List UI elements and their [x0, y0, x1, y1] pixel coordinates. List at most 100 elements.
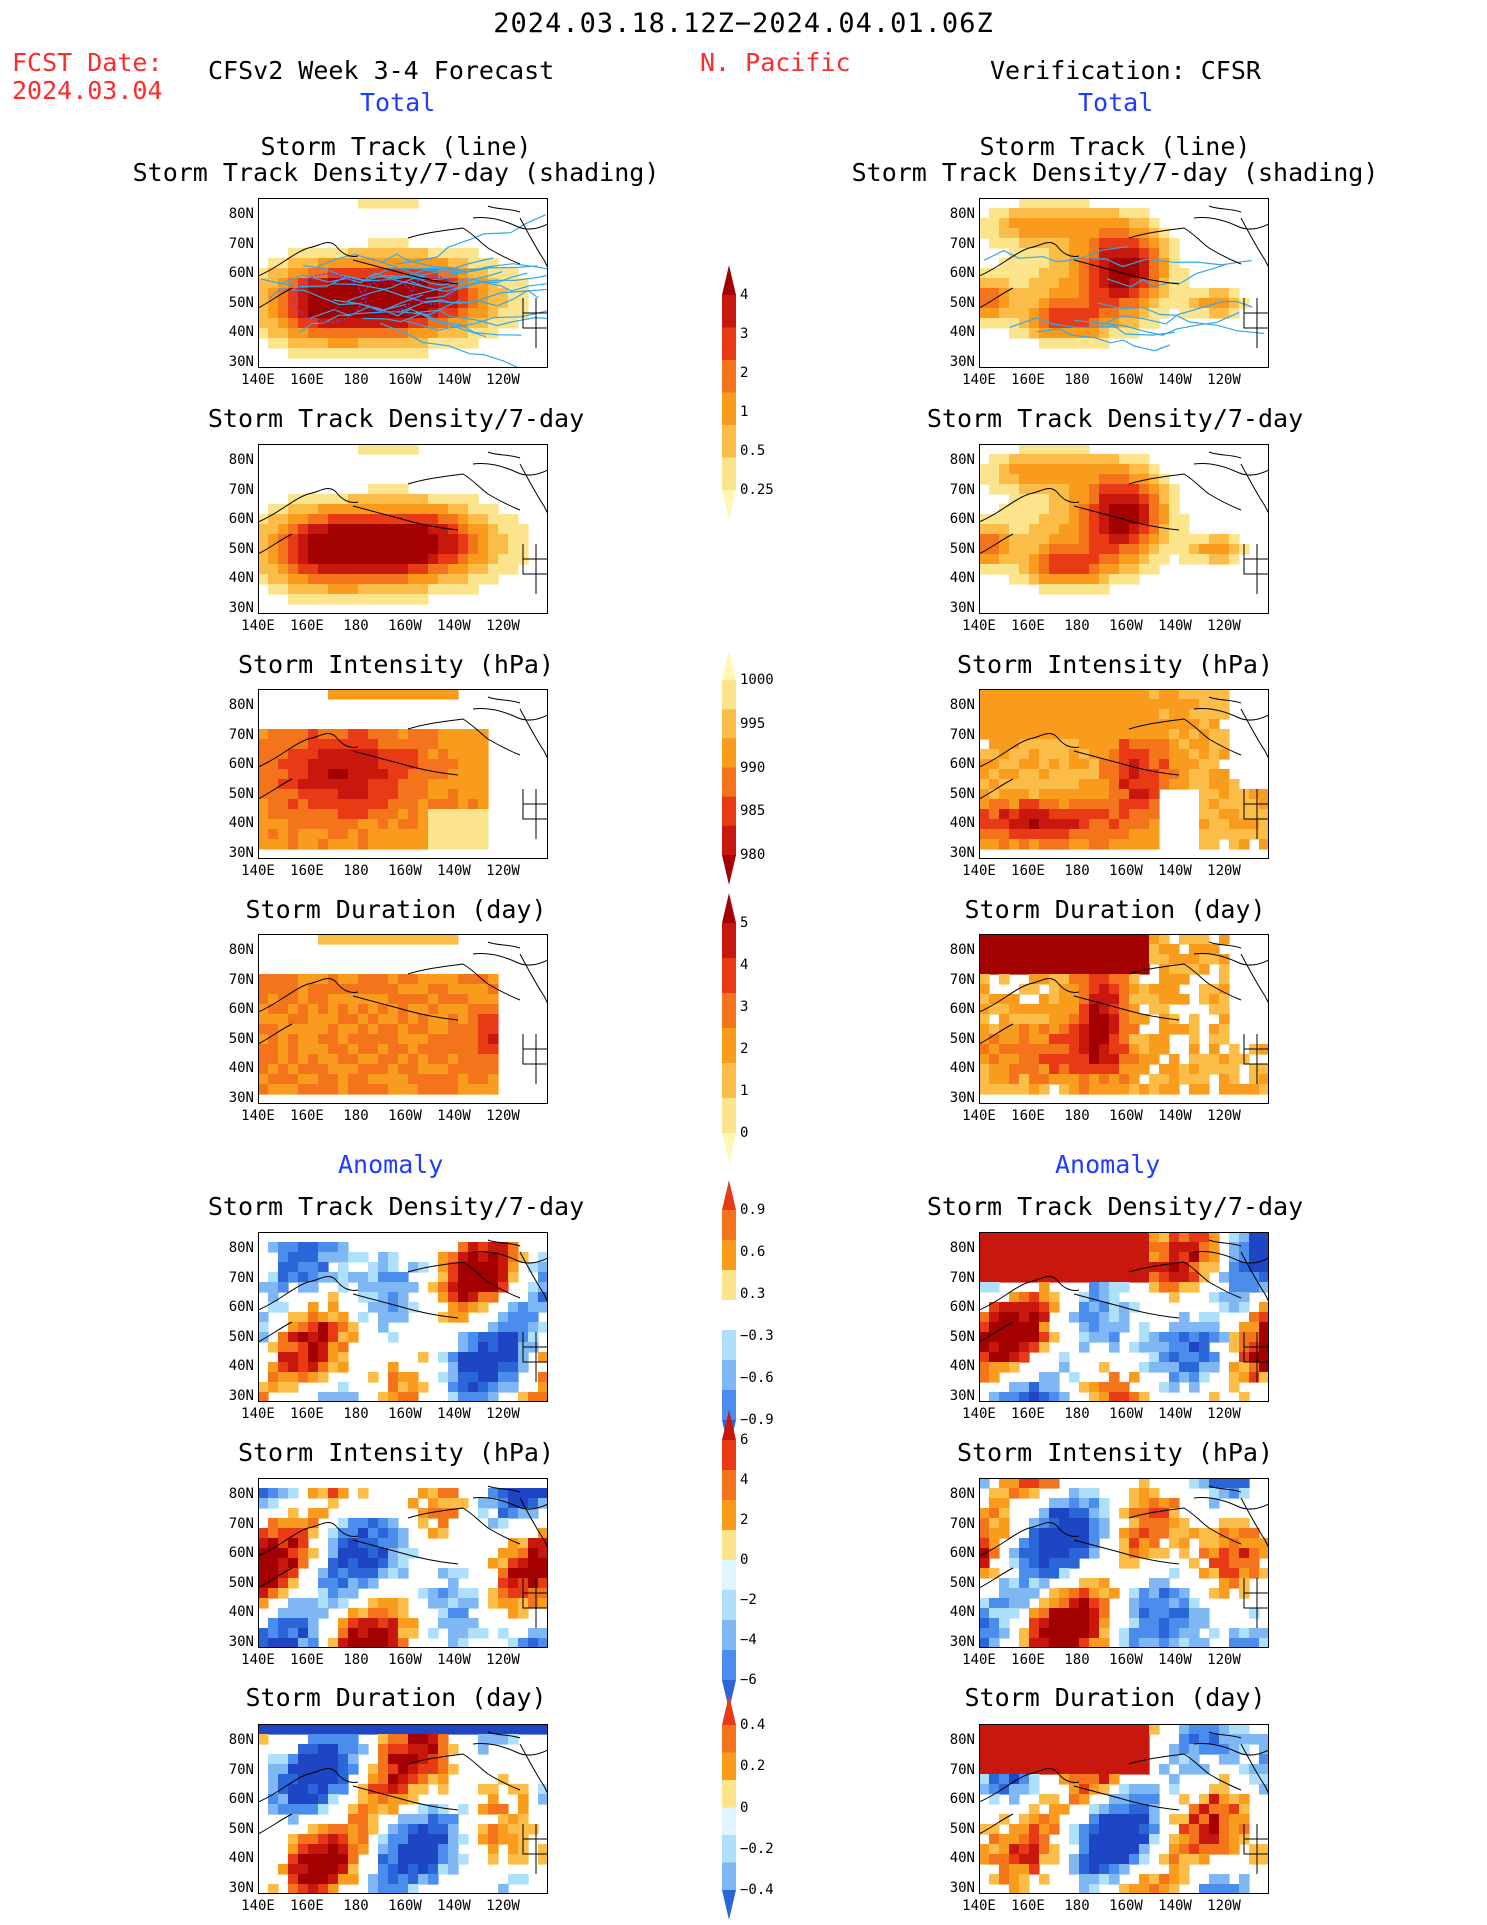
field-cell — [388, 584, 399, 595]
field-cell — [258, 1392, 269, 1402]
field-cell — [1029, 1518, 1040, 1529]
field-cell — [1049, 934, 1060, 945]
field-cell — [1169, 689, 1180, 700]
field-cell — [418, 1084, 429, 1095]
field-cell — [378, 829, 389, 840]
field-cell — [1019, 1262, 1030, 1273]
field-cell — [1159, 719, 1170, 730]
field-cell — [1119, 1804, 1130, 1815]
field-cell — [1249, 1774, 1260, 1785]
field-cell — [268, 534, 279, 545]
field-cell — [1059, 709, 1070, 720]
field-cell — [1129, 1814, 1140, 1825]
field-cell — [1029, 1804, 1040, 1815]
colorbar-segment — [722, 1835, 736, 1863]
field-cell — [1049, 464, 1060, 475]
field-cell — [478, 1804, 489, 1815]
field-cell — [378, 1064, 389, 1075]
field-cell — [388, 1312, 399, 1323]
field-cell — [1169, 1508, 1180, 1519]
field-cell — [488, 1558, 499, 1569]
field-cell — [1129, 974, 1140, 985]
field-cell — [1049, 268, 1060, 279]
field-cell — [1079, 1764, 1090, 1775]
field-cell — [428, 1508, 439, 1519]
field-cell — [1149, 729, 1160, 740]
field-cell — [328, 248, 339, 259]
field-cell — [338, 1834, 349, 1845]
field-cell — [458, 1292, 469, 1303]
total-label-left: Total — [360, 88, 436, 117]
field-cell — [1169, 1864, 1180, 1875]
field-cell — [488, 1262, 499, 1273]
field-cell — [1139, 1488, 1150, 1499]
field-cell — [1059, 1054, 1070, 1065]
field-cell — [398, 1014, 409, 1025]
field-cell — [418, 288, 429, 299]
field-cell — [278, 839, 289, 850]
field-cell — [288, 1598, 299, 1609]
field-cell — [358, 689, 369, 700]
field-cell — [1209, 1734, 1220, 1745]
field-cell — [438, 994, 449, 1005]
field-cell — [378, 739, 389, 750]
field-cell — [1219, 994, 1230, 1005]
field-cell — [288, 1608, 299, 1619]
field-cell — [1109, 829, 1120, 840]
field-cell — [388, 1382, 399, 1393]
field-cell — [458, 504, 469, 515]
field-cell — [1099, 1528, 1110, 1539]
colorbar-label: 2 — [740, 1041, 749, 1057]
field-cell — [1029, 1754, 1040, 1765]
field-cell — [338, 769, 349, 780]
field-cell — [438, 839, 449, 850]
field-cell — [458, 1834, 469, 1845]
field-cell — [378, 328, 389, 339]
field-cell — [398, 1764, 409, 1775]
field-cell — [1029, 1814, 1040, 1825]
field-cell — [1129, 954, 1140, 965]
field-cell — [338, 799, 349, 810]
field-cell — [358, 1628, 369, 1639]
field-cell — [428, 839, 439, 850]
field-cell — [328, 1884, 339, 1894]
field-cell — [1109, 1272, 1120, 1283]
field-cell — [989, 1332, 1000, 1343]
lon-tick-label: 160E — [290, 372, 324, 388]
field-cell — [1079, 298, 1090, 309]
title-track-shading-right: Storm Track Density/7-day (shading) — [851, 158, 1379, 187]
field-cell — [999, 1774, 1010, 1785]
field-cell — [1009, 1774, 1020, 1785]
field-cell — [1039, 1322, 1050, 1333]
field-cell — [428, 554, 439, 565]
field-cell — [1009, 514, 1020, 525]
field-cell — [418, 1754, 429, 1765]
field-cell — [348, 1854, 359, 1865]
field-cell — [1159, 994, 1170, 1005]
field-cell — [1219, 1488, 1230, 1499]
field-cell — [1179, 1814, 1190, 1825]
field-cell — [1159, 298, 1170, 309]
field-cell — [989, 1618, 1000, 1629]
field-cell — [498, 1312, 509, 1323]
field-cell — [1129, 799, 1140, 810]
field-cell — [1219, 1794, 1230, 1805]
field-cell — [1149, 238, 1160, 249]
storm-track-line — [332, 271, 503, 298]
field-cell — [989, 1784, 1000, 1795]
field-cell — [308, 1272, 319, 1283]
field-cell — [388, 1874, 399, 1885]
field-cell — [488, 1024, 499, 1035]
field-cell — [358, 1558, 369, 1569]
field-cell — [448, 308, 459, 319]
field-cell — [288, 584, 299, 595]
field-cell — [358, 1074, 369, 1085]
field-cell — [1169, 1628, 1180, 1639]
field-cell — [1019, 1764, 1030, 1775]
lat-tick-label: 60N — [228, 1545, 254, 1561]
title-duration-left: Storm Duration (day) — [245, 895, 547, 924]
field-cell — [1039, 1548, 1050, 1559]
field-cell — [1019, 198, 1030, 209]
field-cell — [1189, 759, 1200, 770]
field-cell — [508, 1538, 519, 1549]
